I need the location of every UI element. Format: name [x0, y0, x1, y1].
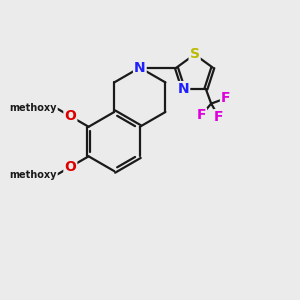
Text: F: F	[196, 109, 206, 122]
Text: methoxy: methoxy	[9, 169, 57, 180]
Text: O: O	[64, 109, 76, 123]
Text: O: O	[64, 160, 76, 174]
Text: F: F	[221, 91, 230, 105]
Text: S: S	[190, 47, 200, 61]
Text: methoxy: methoxy	[9, 103, 57, 113]
Text: F: F	[214, 110, 224, 124]
Text: N: N	[178, 82, 189, 96]
Text: N: N	[134, 61, 146, 75]
